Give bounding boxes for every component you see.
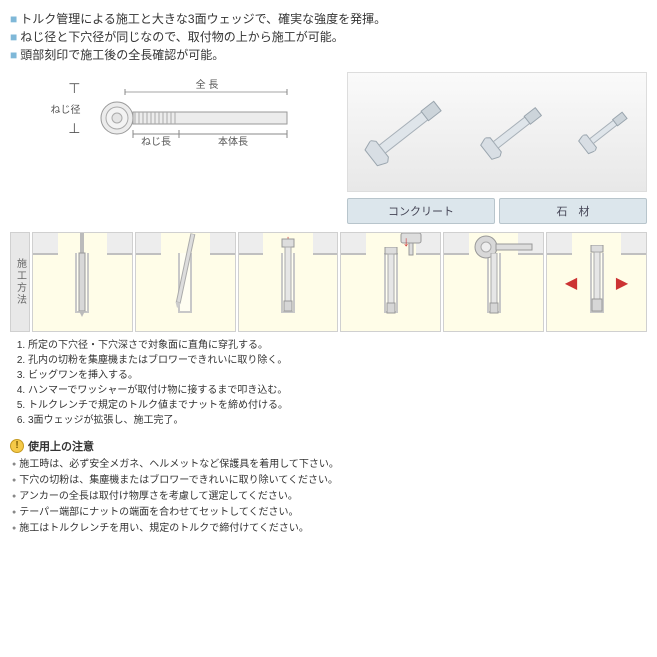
bullet-square-icon: ■ [10,28,17,46]
notice-item: 施工時は、必ず安全メガネ、ヘルメットなど保護具を着用して下さい。 [12,457,647,473]
label-nejikei: ねじ径 [51,101,81,116]
step-desc: ハンマーでワッシャーが取付け物に接するまで叩き込む。 [28,383,647,398]
step-5: 5 [443,232,544,332]
step-desc: 3面ウェッジが拡張し、施工完了。 [28,413,647,428]
installation-steps: 施工方法 1 2 3 ↓ 4 [10,232,647,332]
step-4: 4 ↓ [340,232,441,332]
step-1: 1 [32,232,133,332]
material-concrete: コンクリート [347,198,495,224]
arrow-right-icon: ▶ [616,273,628,293]
notice-item: アンカーの全長は取付け物厚さを考慮して選定してください。 [12,489,647,505]
label-nejicho: ねじ長 [141,136,171,148]
step-desc: トルクレンチで規定のトルク値までナットを締め付ける。 [28,398,647,413]
step-desc: ビッグワンを挿入する。 [28,368,647,383]
notice-item: 施工はトルクレンチを用い、規定のトルクで締付けてください。 [12,521,647,537]
step-6: 6 ◀ ▶ [546,232,647,332]
product-photo [347,72,647,192]
step-desc: 所定の下穴径・下穴深さで対象面に直角に穿孔する。 [28,338,647,353]
steps-label: 施工方法 [13,258,28,306]
arrow-down-icon: ↓ [403,233,410,249]
arrow-left-icon: ◀ [565,273,577,293]
dimension-diagram: ⊤ ねじ径 ⊥ 全 長 [10,78,337,138]
step-3: 3 ↓ [238,232,339,332]
step-desc: 孔内の切粉を集塵機またはブロワーできれいに取り除く。 [28,353,647,368]
feature-bullets: ■トルク管理による施工と大きな3面ウェッジで、確実な強度を発揮。 ■ねじ径と下穴… [10,10,647,64]
notice-item: テーパー端部にナットの端面を合わせてセットしてください。 [12,505,647,521]
bullet-square-icon: ■ [10,46,17,64]
notice-list: 施工時は、必ず安全メガネ、ヘルメットなど保護具を着用して下さい。 下穴の切粉は、… [10,457,647,537]
steps-label-column: 施工方法 [10,232,30,332]
label-zencho: 全 長 [195,78,218,91]
step-descriptions: 所定の下穴径・下穴深さで対象面に直角に穿孔する。 孔内の切粉を集塵機またはブロワ… [10,338,647,428]
bullet-text: トルク管理による施工と大きな3面ウェッジで、確実な強度を発揮。 [20,10,386,28]
step-2: 2 [135,232,236,332]
bullet-text: 頭部刻印で施工後の全長確認が可能。 [20,46,224,64]
notice-title: 使用上の注意 [28,438,94,454]
bullet-square-icon: ■ [10,10,17,28]
label-hontaicho: 本体長 [218,135,248,148]
notice-heading: 使用上の注意 [10,438,647,454]
warning-icon [10,439,24,453]
bullet-text: ねじ径と下穴径が同じなので、取付物の上から施工が可能。 [20,28,344,46]
material-stone: 石 材 [499,198,647,224]
notice-item: 下穴の切粉は、集塵機またはブロワーできれいに取り除いてください。 [12,473,647,489]
